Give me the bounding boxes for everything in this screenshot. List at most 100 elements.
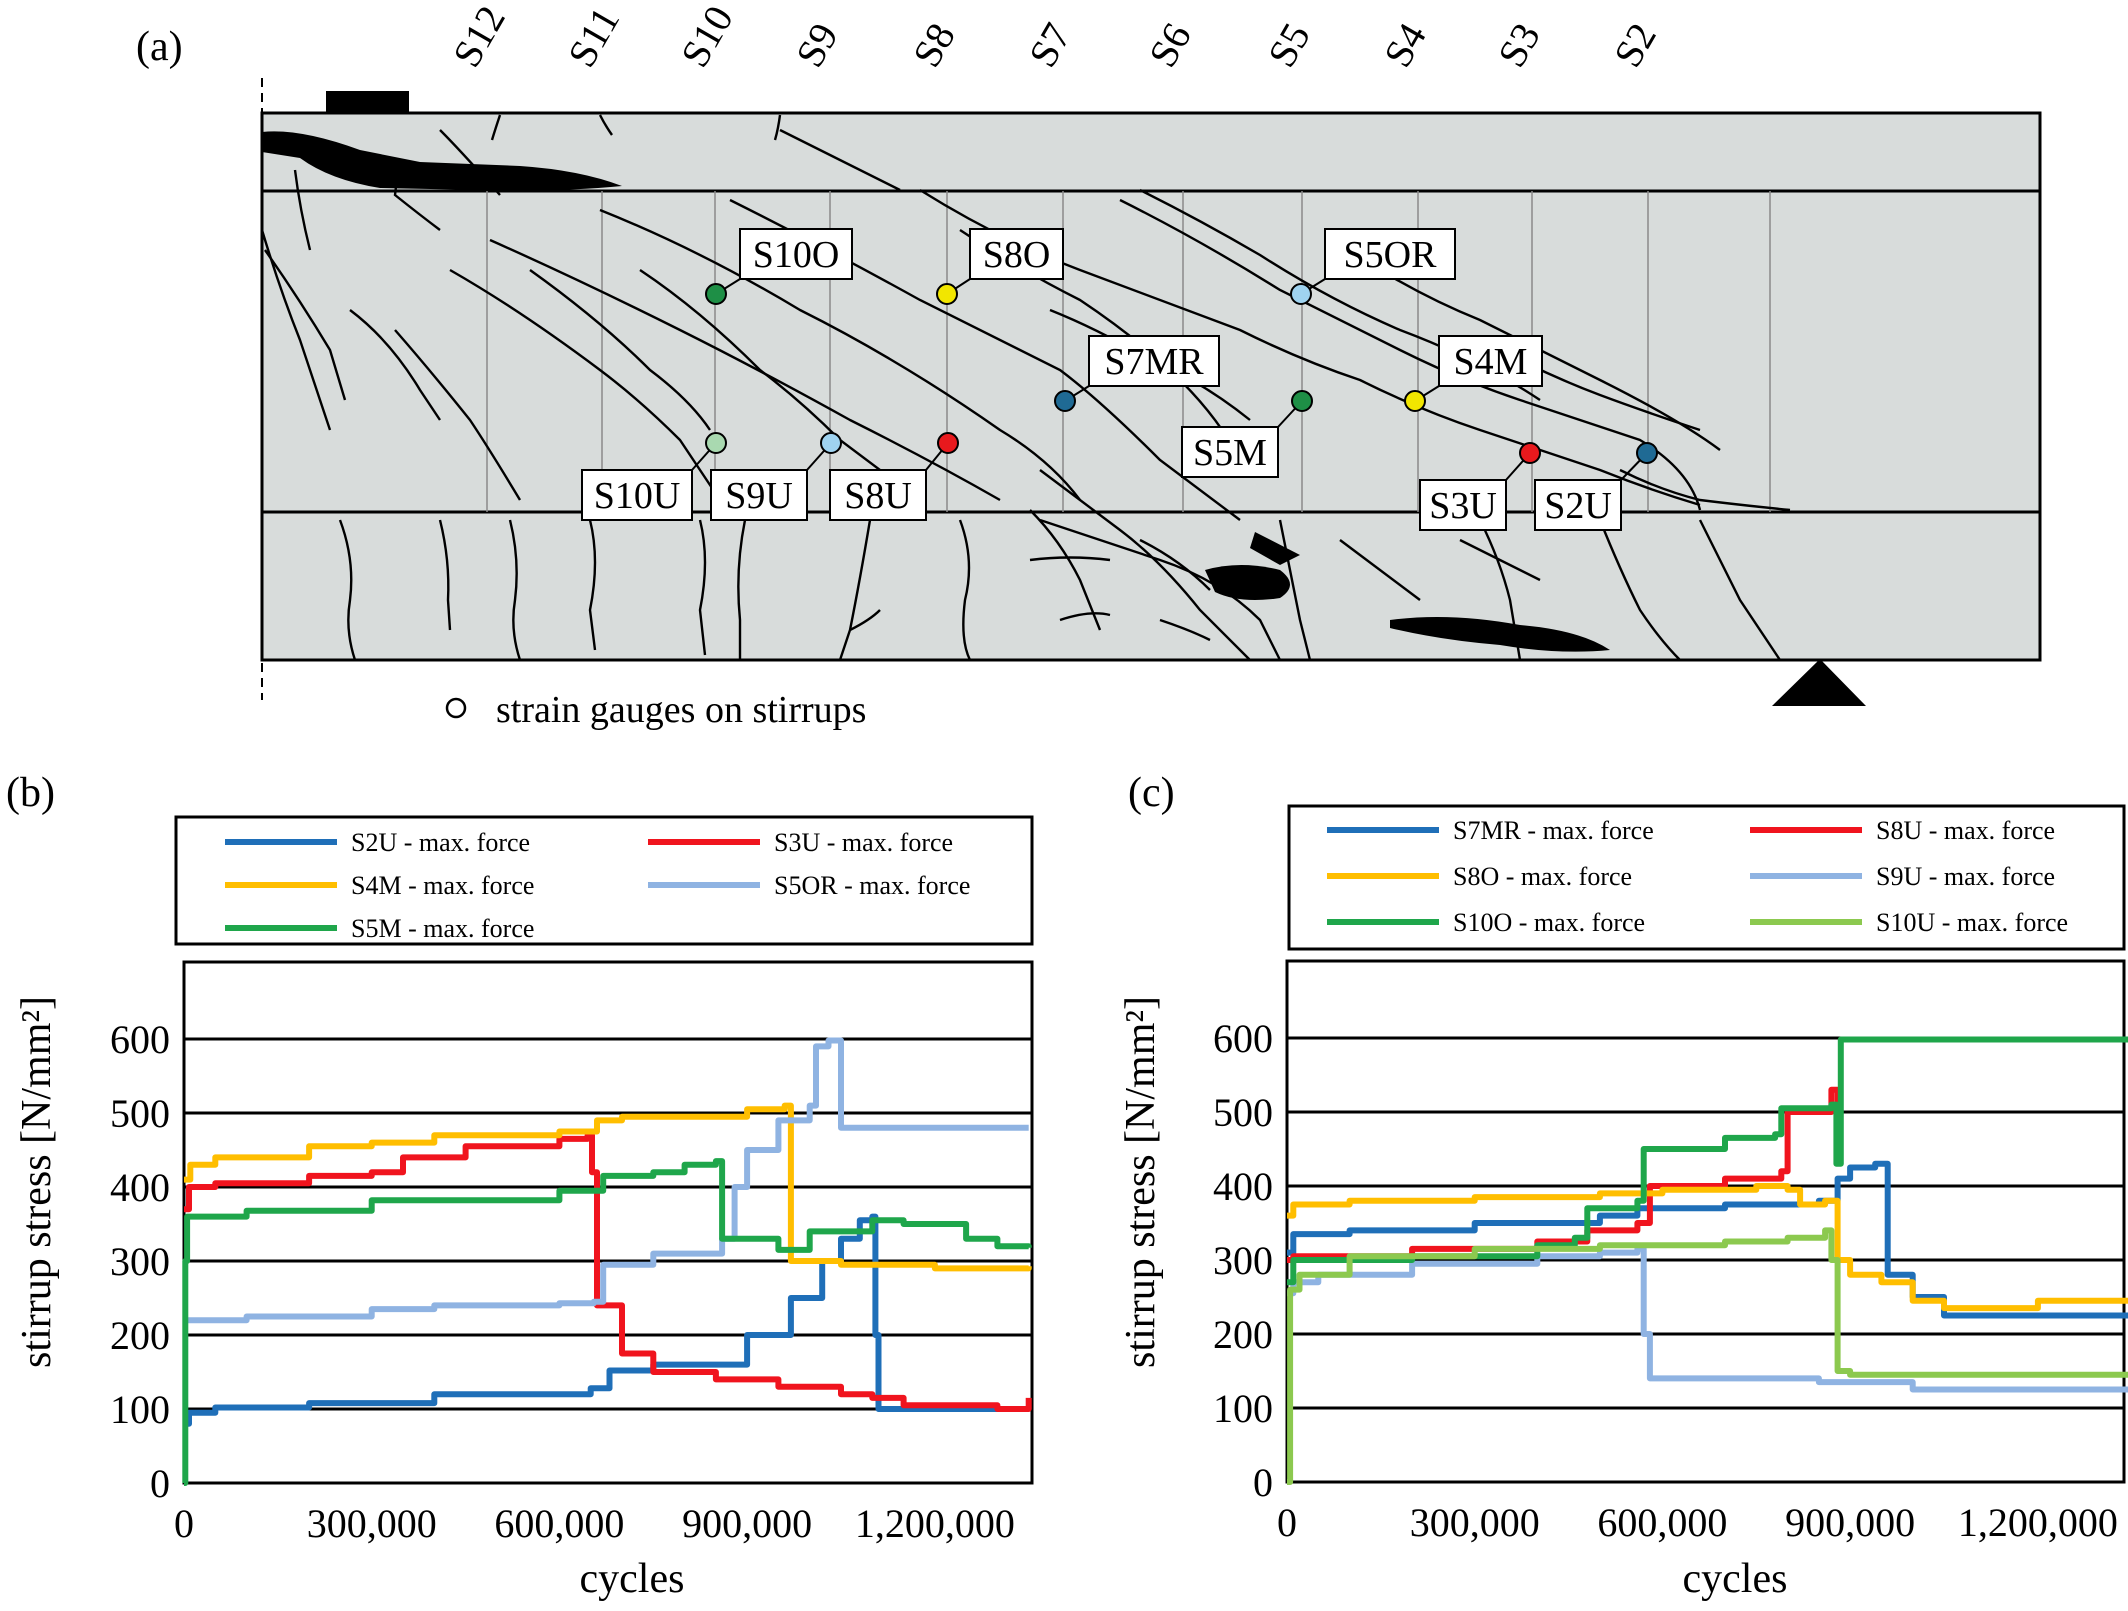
y-tick-label-b-0: 0 (150, 1461, 170, 1506)
gauge-label-box-s10u (581, 469, 693, 521)
gauge-label-box-s4m (1438, 335, 1543, 387)
series-line-c-s10u-max-force (1287, 1227, 2128, 1485)
x-tick-label-c-900000: 900,000 (1785, 1500, 1915, 1545)
stirrup-labels: S12 S11 S10 S9 S8 S7 S6 S5 S4 S3 S2 (444, 0, 1665, 75)
series-line-c-s8u-max-force (1287, 1086, 1841, 1263)
gauge-label-s10u: S10U (594, 475, 681, 517)
plot-frame-c (1285, 959, 2126, 1484)
y-tick-labels-c: 0 100 200 300 400 500 600 (1213, 1016, 1273, 1505)
chart-panel-b: (b) S2U - max. force S3U - max. force S4M … (6, 770, 1034, 1602)
stirrup-label-s10: S10 (672, 0, 742, 74)
legend-label-b-s4m-max-force: S4M - max. force (351, 871, 534, 900)
legend-label-c-s9u-max-force: S9U - max. force (1876, 862, 2055, 891)
x-tick-label-b-300000: 300,000 (307, 1501, 437, 1546)
legend-label-c-s8u-max-force: S8U - max. force (1876, 816, 2055, 845)
legend-c: S7MR - max. force S8U - max. force S8O - m… (1327, 816, 2068, 937)
gauge-s3u: S3U (1419, 442, 1541, 531)
series-line-b-s5m-max-force (182, 1158, 1032, 1486)
series-b (182, 1037, 1032, 1486)
legend-label-c-s10o-max-force: S10O - max. force (1453, 908, 1645, 937)
load-plate (326, 91, 409, 113)
panel-label-c: (c) (1128, 770, 1175, 816)
gauge-label-s5or: S5OR (1344, 234, 1438, 276)
y-tick-label-b-300: 300 (110, 1239, 170, 1284)
gauge-label-s4m: S4M (1454, 341, 1528, 383)
stirrup-label-s8: S8 (904, 15, 964, 74)
gauge-label-box-s5or (1324, 228, 1456, 280)
gauge-label-s8o: S8O (983, 234, 1051, 276)
x-tick-label-c-1200000: 1,200,000 (1958, 1500, 2118, 1545)
gauge-label-s3u: S3U (1429, 485, 1497, 527)
strain-gauges: S10O S8O S5OR S7MR S4M S5M S10U S9U S8U S3U S2U (581, 228, 1658, 531)
stirrup-label-s2: S2 (1605, 15, 1665, 74)
y-tick-label-b-600: 600 (110, 1017, 170, 1062)
gauge-s4m: S4M (1404, 335, 1543, 412)
gauge-label-box-s7mr (1088, 335, 1220, 387)
x-tick-labels-c: 0 300,000 600,000 900,000 1,200,000 (1277, 1500, 2118, 1545)
gauge-marker-s9u (820, 432, 842, 454)
gauge-label-s2u: S2U (1544, 485, 1612, 527)
stirrup-label-s7: S7 (1020, 15, 1080, 74)
y-axis-label-b: stirrup stress [N/mm²] (14, 996, 60, 1368)
gauge-legend-symbol (445, 697, 467, 719)
gauge-label-box-s9u (710, 469, 808, 521)
gauge-s2u: S2U (1534, 442, 1658, 531)
gauge-legend-text: strain gauges on stirrups (496, 689, 866, 731)
gauge-s10o: S10O (705, 228, 853, 305)
x-tick-labels-b: 0 300,000 600,000 900,000 1,200,000 (174, 1501, 1015, 1546)
crack-pattern (260, 114, 1791, 661)
legend-label-b-s3u-max-force: S3U - max. force (774, 828, 953, 857)
legend-label-c-s10u-max-force: S10U - max. force (1876, 908, 2068, 937)
legend-b: S2U - max. force S3U - max. force S4M - ma… (225, 828, 970, 943)
y-tick-label-c-400: 400 (1213, 1164, 1273, 1209)
y-axis-label-c: stirrup stress [N/mm²] (1118, 996, 1164, 1368)
stirrup-label-s4: S4 (1375, 15, 1435, 74)
x-tick-label-c-600000: 600,000 (1597, 1500, 1727, 1545)
gauge-s5or: S5OR (1290, 228, 1456, 305)
gauge-label-s7mr: S7MR (1104, 341, 1204, 383)
y-tick-label-b-200: 200 (110, 1313, 170, 1358)
y-tick-label-c-100: 100 (1213, 1386, 1273, 1431)
gauge-marker-s3u (1519, 442, 1541, 464)
y-tick-label-c-300: 300 (1213, 1238, 1273, 1283)
series-line-b-s2u-max-force (184, 1213, 1029, 1427)
gauge-marker-s8o (936, 283, 958, 305)
x-tick-label-b-600000: 600,000 (494, 1501, 624, 1546)
gauge-marker-s5m (1291, 390, 1313, 412)
series-line-c-s8o-max-force (1287, 1183, 2128, 1312)
y-tick-label-c-0: 0 (1253, 1460, 1273, 1505)
y-tick-label-b-100: 100 (110, 1387, 170, 1432)
panel-label-b: (b) (6, 770, 55, 816)
legend-label-b-s5or-max-force: S5OR - max. force (774, 871, 970, 900)
gauge-marker-s7mr (1054, 390, 1076, 412)
stirrup-label-s3: S3 (1489, 15, 1549, 74)
y-tick-label-b-400: 400 (110, 1165, 170, 1210)
panel-label-a: (a) (136, 24, 183, 70)
series-line-b-s4m-max-force (184, 1102, 1032, 1272)
gauge-marker-s4m (1404, 390, 1426, 412)
x-tick-label-b-0: 0 (174, 1501, 194, 1546)
x-axis-label-b: cycles (580, 1556, 685, 1602)
x-axis-label-c: cycles (1683, 1556, 1788, 1602)
gauge-s7mr: S7MR (1054, 335, 1220, 412)
gauge-label-box-s10o (739, 228, 853, 280)
gauge-marker-s10o (705, 283, 727, 305)
y-tick-label-c-200: 200 (1213, 1312, 1273, 1357)
series-c (1287, 1036, 2128, 1485)
legend-label-b-s5m-max-force: S5M - max. force (351, 914, 534, 943)
gauge-s8o: S8O (936, 228, 1064, 305)
gauge-marker-s10u (705, 432, 727, 454)
stirrup-label-s6: S6 (1140, 15, 1200, 74)
legend-label-b-s2u-max-force: S2U - max. force (351, 828, 530, 857)
x-tick-label-b-900000: 900,000 (682, 1501, 812, 1546)
y-tick-label-b-500: 500 (110, 1091, 170, 1136)
series-line-b-s3u-max-force (184, 1132, 1032, 1412)
legend-label-c-s8o-max-force: S8O - max. force (1453, 862, 1632, 891)
gauge-label-box-s8o (969, 228, 1064, 280)
gauge-label-s10o: S10O (753, 234, 840, 276)
gauge-s10u: S10U (581, 432, 727, 521)
gauge-label-box-s5m (1181, 426, 1279, 478)
gauge-label-s5m: S5M (1193, 432, 1267, 474)
stirrup-label-s5: S5 (1259, 15, 1319, 74)
